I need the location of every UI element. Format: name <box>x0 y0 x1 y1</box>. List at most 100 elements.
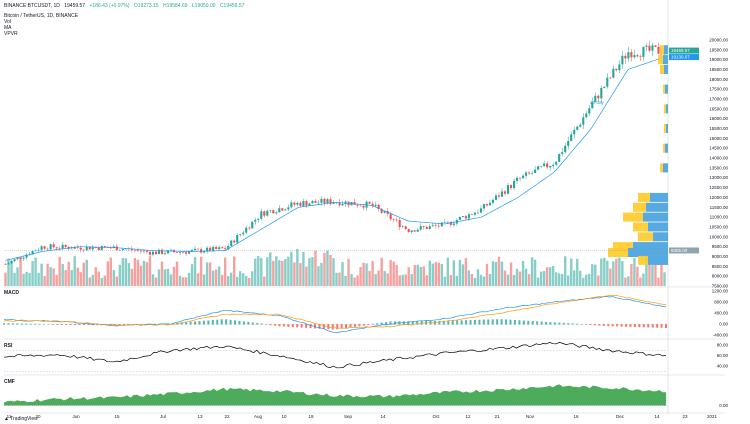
volume-bar <box>16 267 19 286</box>
macd-histogram-bar <box>602 324 605 326</box>
volume-bar <box>133 257 137 286</box>
volume-bar <box>208 262 212 286</box>
indicator-vpvr[interactable]: VPVR <box>4 31 18 37</box>
candle-body <box>558 153 561 162</box>
branding-text: TradingView <box>10 416 38 422</box>
candle-body <box>509 185 513 189</box>
symbol-header: BINANCE:BTCUSDT, 1D 19459.57 +186.43 (+0… <box>4 3 244 9</box>
macd-histogram-bar <box>491 319 494 325</box>
candle-body <box>624 55 627 59</box>
macd-histogram-bar <box>265 324 268 325</box>
volume-bar <box>491 261 495 286</box>
macd-histogram-bar <box>56 324 59 325</box>
indicator-ma[interactable]: MA <box>4 25 12 31</box>
volume-bar <box>31 260 34 286</box>
macd-histogram-bar <box>411 321 414 325</box>
candle-body <box>115 246 118 251</box>
candle-body <box>579 124 582 127</box>
time-axis-label: 13 <box>197 414 203 419</box>
price-axis-label: 14500.00 <box>709 146 728 151</box>
candle-body <box>359 205 362 207</box>
candle-body <box>597 95 600 99</box>
indicator-vol[interactable]: Vol <box>4 19 11 25</box>
volume-bar <box>199 256 203 286</box>
macd-histogram-bar <box>562 322 565 325</box>
candle-body <box>263 211 266 216</box>
volume-bar <box>603 257 606 286</box>
volume-bar <box>106 261 110 286</box>
macd-histogram-bar <box>256 323 259 325</box>
volume-bar <box>245 275 248 286</box>
candle-body <box>251 221 254 229</box>
candle-body <box>46 248 49 250</box>
volume-bar <box>166 268 170 286</box>
candle-body <box>392 219 395 220</box>
candle-body <box>341 203 344 206</box>
candle-body <box>109 247 112 249</box>
macd-histogram-bar <box>300 324 303 328</box>
candle-body <box>245 227 248 233</box>
volume-bar <box>22 273 25 286</box>
vpvr-bar-up <box>628 248 668 258</box>
candle-body <box>651 45 654 51</box>
candle-body <box>612 68 615 78</box>
volume-bar <box>612 261 615 286</box>
candle-body <box>118 249 121 251</box>
macd-histogram-bar <box>660 324 663 328</box>
chart-title: Bitcoin / TetherUS, 1D, BINANCE <box>4 13 79 19</box>
macd-histogram-bar <box>291 324 294 328</box>
candle-body <box>368 201 371 204</box>
vpvr-bar-up <box>665 84 668 94</box>
price-axis-label: 8000.00 <box>712 274 729 279</box>
volume-bar <box>416 264 419 286</box>
candle-body <box>278 208 281 213</box>
candle-body <box>157 249 161 255</box>
candle-body <box>91 247 94 250</box>
vpvr-bar-up <box>653 232 668 242</box>
time-axis-label: 12 <box>465 414 471 419</box>
volume-bar <box>272 260 275 286</box>
volume-bar <box>458 260 462 286</box>
price-axis-label: 9000.00 <box>712 254 729 259</box>
candle-body <box>40 246 43 250</box>
candle-body <box>570 134 573 142</box>
volume-bar <box>657 277 660 286</box>
volume-bar <box>645 258 648 286</box>
volume-bar <box>551 266 555 286</box>
macd-histogram-bar <box>238 320 241 325</box>
candle-body <box>458 217 461 220</box>
volume-bar <box>542 271 546 286</box>
volume-bar <box>464 258 468 286</box>
macd-histogram-bar <box>331 324 334 330</box>
volume-bar <box>160 261 164 286</box>
candle-body <box>377 204 380 209</box>
volume-bar <box>648 264 651 286</box>
cmf-axis-label: 0.00 <box>719 403 728 408</box>
macd-histogram-bar <box>287 324 290 327</box>
time-axis-label: Oct <box>432 414 440 419</box>
candle-body <box>543 163 546 167</box>
candle-body <box>594 95 597 103</box>
macd-histogram-bar <box>29 323 32 325</box>
macd-histogram-bar <box>589 324 592 326</box>
tradingview-logo[interactable]: ▲ TradingView <box>4 416 38 422</box>
price-axis-label: 18500.00 <box>709 67 728 72</box>
macd-histogram-bar <box>20 323 23 325</box>
volume-bar <box>576 258 579 286</box>
volume-bar <box>163 269 167 286</box>
rsi-line <box>3 341 667 369</box>
volume-bar <box>184 277 188 286</box>
candle-body <box>555 161 558 165</box>
volume-bar <box>281 260 284 286</box>
volume-bar <box>130 268 134 286</box>
volume-bar <box>175 261 179 286</box>
volume-bar <box>94 267 97 286</box>
candle-body <box>218 247 221 250</box>
macd-histogram-bar <box>34 323 37 325</box>
candle-body <box>299 202 302 206</box>
candle-body <box>344 201 347 204</box>
candle-body <box>606 77 609 87</box>
volume-bar <box>470 274 474 286</box>
candle-body <box>302 201 305 206</box>
